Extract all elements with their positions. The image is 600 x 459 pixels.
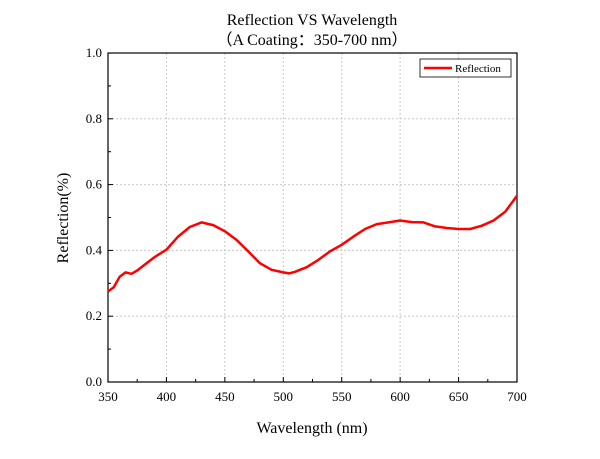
legend-box [419, 58, 512, 78]
y-tick-label: 0.2 [86, 308, 102, 323]
x-tick-label: 650 [449, 389, 469, 404]
x-tick-label: 550 [332, 389, 352, 404]
chart-subtitle: （A Coating：350-700 nm） [216, 31, 407, 49]
y-tick-label: 0.8 [86, 111, 102, 126]
plot-frame [107, 52, 518, 383]
grid [108, 53, 517, 382]
y-tick-label: 0.4 [86, 242, 103, 257]
series-line-reflection [107, 195, 519, 293]
x-axis-label: Wavelength (nm) [256, 420, 367, 437]
x-tick-label: 700 [507, 389, 527, 404]
x-tick-label: 600 [390, 389, 410, 404]
axes: 350 400 450 500 550 600 650 700 0.0 0.2 0.4 0.6 0.8 1… [86, 45, 527, 404]
x-tick-label: 400 [157, 389, 177, 404]
legend: Reflection [419, 58, 512, 78]
chart-title: Reflection VS Wavelength [227, 12, 398, 29]
y-tick-label: 0.6 [86, 177, 103, 192]
y-tick-label: 1.0 [86, 45, 102, 60]
legend-label: Reflection [455, 63, 501, 75]
y-axis-label: Reflection(%) [55, 173, 72, 264]
y-tick-label: 0.0 [86, 374, 102, 389]
x-tick-label: 450 [215, 389, 235, 404]
x-tick-label: 350 [98, 389, 118, 404]
x-tick-label: 500 [274, 389, 294, 404]
